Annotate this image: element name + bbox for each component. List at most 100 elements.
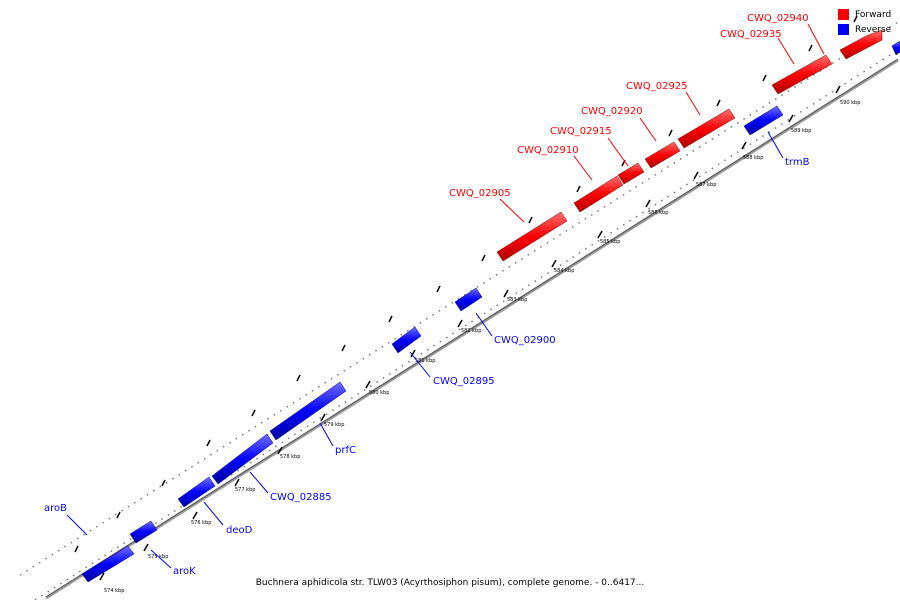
tick-label: 582 kbp — [461, 328, 481, 334]
tick-mark — [74, 545, 79, 553]
forward-genes — [496, 29, 883, 262]
tick-mark — [716, 99, 721, 107]
legend-swatch-forward — [838, 9, 849, 20]
tick-mark — [206, 439, 211, 447]
tick-label: 590 kbp — [840, 100, 860, 106]
gene-label[interactable]: deoD — [226, 525, 253, 536]
tick-mark — [410, 349, 416, 358]
gene-bar-CWQ_02900[interactable] — [454, 287, 483, 312]
tick-mark — [645, 199, 651, 208]
gene-bar-aroK-2[interactable] — [129, 520, 158, 544]
tick-mark — [320, 413, 326, 422]
gene-label[interactable]: CWQ_02905 — [449, 188, 511, 199]
gene-label[interactable]: aroK — [173, 566, 196, 577]
gene-bar-CWQ_02910[interactable] — [573, 175, 624, 213]
leader-CWQ_02935 — [777, 37, 795, 65]
tick-mark — [99, 572, 105, 581]
gene-bar-CWQ_02885[interactable] — [211, 433, 274, 485]
tick-mark — [143, 543, 149, 552]
gene-label[interactable]: CWQ_02910 — [517, 145, 579, 156]
tick-label: 578 kbp — [280, 454, 300, 460]
leader-aroK — [150, 549, 172, 569]
tick-mark — [668, 129, 673, 137]
genome-backbone — [45, 58, 899, 600]
tick-mark — [277, 446, 283, 455]
tick-label: 588 kbp — [743, 155, 763, 161]
tick-mark — [741, 141, 747, 150]
leader-CWQ_02910 — [573, 155, 593, 181]
gene-bar-CWQ_02905[interactable] — [496, 211, 568, 262]
leader-lines — [66, 23, 825, 569]
gene-label[interactable]: CWQ_02885 — [270, 492, 332, 503]
legend-label-reverse: Reverse — [855, 25, 892, 35]
tick-mark — [788, 114, 794, 123]
tick-label: 585 kbp — [600, 239, 620, 245]
leader-CWQ_02900 — [475, 312, 493, 337]
gene-label[interactable]: prfC — [335, 445, 356, 456]
leader-trmB — [767, 131, 784, 159]
gene-bar-CWQ_02935[interactable] — [771, 54, 833, 95]
leader-CWQ_02915 — [607, 137, 629, 167]
tick-label: 589 kbp — [791, 128, 811, 134]
tick-label: 587 kbp — [696, 182, 716, 188]
gene-label[interactable]: CWQ_02935 — [720, 29, 782, 40]
leader-CWQ_02920 — [639, 117, 657, 142]
tick-mark — [762, 74, 767, 82]
gene-bar-aroK[interactable] — [81, 545, 135, 583]
leader-CWQ_02885 — [249, 471, 269, 494]
gene-label[interactable]: aroB — [44, 503, 67, 514]
gene-bar-CWQ_02895[interactable] — [391, 326, 422, 354]
leader-CWQ_02925 — [685, 91, 701, 116]
tick-mark — [251, 409, 256, 417]
gene-bar-deoD[interactable] — [177, 476, 216, 508]
tick-mark — [457, 319, 463, 328]
tick-mark — [296, 374, 301, 382]
tick-mark — [576, 185, 581, 193]
upper-dotted-track — [19, 21, 899, 576]
tick-mark — [365, 380, 371, 389]
genome-backbone-dark — [45, 58, 899, 598]
gene-label[interactable]: CWQ_02915 — [550, 126, 612, 137]
reverse-genes — [81, 40, 900, 583]
gene-bar-CWQ_02925[interactable] — [677, 108, 736, 149]
gene-label[interactable]: CWQ_02895 — [433, 376, 495, 387]
tick-label: 579 kbp — [324, 422, 344, 428]
tick-mark — [234, 478, 240, 487]
leader-CWQ_02895 — [409, 351, 431, 378]
tick-mark — [481, 254, 486, 262]
tick-mark — [551, 259, 557, 268]
gene-bar-edge[interactable] — [891, 40, 900, 56]
tick-label: 574 kbp — [104, 588, 124, 594]
tick-label: 581 kbp — [415, 358, 435, 364]
tick-mark — [192, 511, 198, 520]
gene-bar-CWQ_02920[interactable] — [644, 141, 681, 169]
tick-mark — [597, 230, 603, 239]
leader-prfC — [319, 422, 334, 447]
gene-label[interactable]: CWQ_02920 — [581, 106, 643, 117]
leader-CWQ_02940 — [807, 23, 825, 55]
gene-bar-CWQ_02915[interactable] — [617, 162, 645, 185]
gene-label[interactable]: trmB — [785, 157, 810, 168]
tick-label: 584 kbp — [554, 268, 574, 274]
tick-mark — [693, 171, 699, 180]
tick-mark — [853, 15, 858, 23]
gene-bar-prfC[interactable] — [269, 381, 347, 441]
genome-caption: Buchnera aphidicola str. TLW03 (Acyrthos… — [255, 578, 645, 588]
legend-item-reverse: Reverse — [838, 24, 891, 35]
gene-bar-CWQ_02940[interactable] — [839, 29, 883, 60]
tick-labels: 574 kbp 575 kbp 576 kbp 577 kbp 578 kbp … — [104, 100, 860, 594]
tick-mark — [835, 85, 841, 94]
scale-ticks — [99, 85, 841, 581]
gene-label[interactable]: CWQ_02900 — [494, 335, 556, 346]
legend-swatch-reverse — [838, 24, 849, 35]
legend-item-forward: Forward — [838, 9, 891, 20]
tick-mark — [116, 511, 121, 519]
gene-label[interactable]: CWQ_02925 — [626, 81, 688, 92]
legend: Forward Reverse — [838, 9, 891, 35]
tick-mark — [528, 216, 533, 224]
tick-label: 580 kbp — [369, 390, 389, 396]
gene-bar-trmB[interactable] — [743, 105, 784, 136]
gene-label[interactable]: CWQ_02940 — [747, 13, 809, 24]
tick-label: 583 kbp — [507, 297, 527, 303]
